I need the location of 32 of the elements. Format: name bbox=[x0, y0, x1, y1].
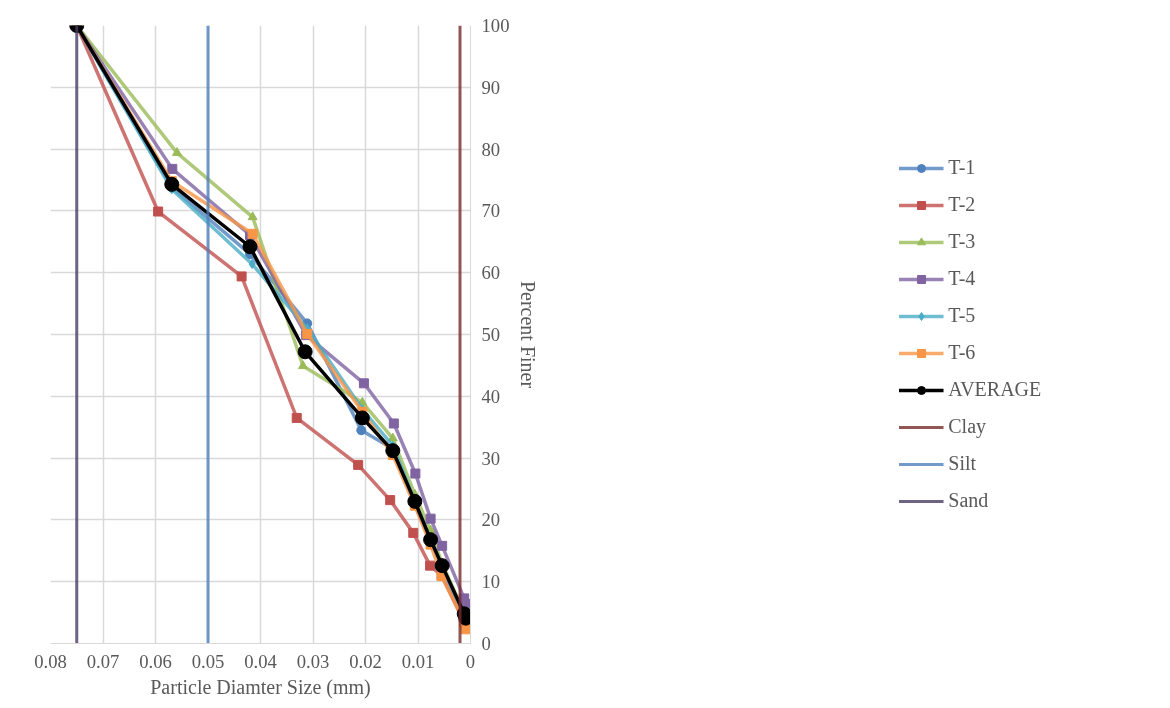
y-tick-label: 0 bbox=[481, 633, 491, 654]
y-tick-label: 80 bbox=[481, 138, 501, 160]
legend-label: T-1 bbox=[948, 156, 976, 179]
legend-label: T-3 bbox=[948, 230, 976, 253]
y-tick-label: 50 bbox=[481, 324, 501, 345]
y-tick-label: 90 bbox=[481, 76, 501, 98]
y-tick-label: 40 bbox=[481, 385, 501, 407]
y-tick-label: 100 bbox=[481, 15, 510, 36]
y-tick-label: 60 bbox=[481, 262, 501, 284]
x-axis-title: Particle Diamter Size (mm) bbox=[150, 675, 371, 699]
y-tick-label: 30 bbox=[481, 447, 501, 469]
x-tick-label: 0.05 bbox=[191, 650, 225, 672]
y-tick-label: 20 bbox=[481, 509, 501, 531]
x-tick-label: 0.02 bbox=[349, 650, 382, 672]
legend-label: T-4 bbox=[948, 267, 976, 290]
legend-label: Sand bbox=[948, 489, 989, 512]
x-tick-label: 0.03 bbox=[296, 650, 330, 672]
x-tick-label: 0 bbox=[465, 650, 476, 672]
x-tick-label: 0.06 bbox=[139, 650, 172, 672]
y-tick-label: 70 bbox=[481, 200, 501, 222]
x-tick-label: 0.08 bbox=[34, 650, 67, 672]
x-tick-label: 0.04 bbox=[244, 650, 278, 672]
x-tick-label: 0.01 bbox=[401, 650, 435, 672]
legend-label: T-2 bbox=[948, 193, 976, 216]
x-tick-label: 0.07 bbox=[86, 650, 120, 672]
legend-label: AVERAGE bbox=[948, 378, 1042, 401]
y-tick-label: 10 bbox=[481, 571, 501, 593]
legend-label: Silt bbox=[948, 452, 977, 475]
legend-label: T-5 bbox=[948, 304, 976, 327]
legend-label: Clay bbox=[948, 415, 987, 438]
legend-label: T-6 bbox=[948, 341, 976, 364]
y-axis-title: Percent Finer bbox=[517, 280, 540, 389]
